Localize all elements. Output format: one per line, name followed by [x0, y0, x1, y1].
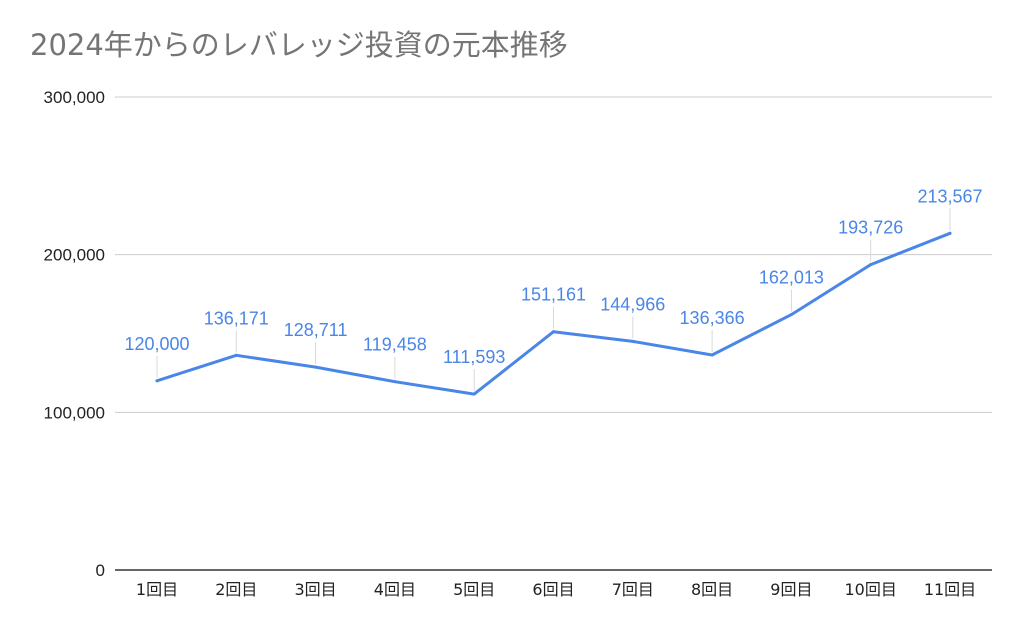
data-point-2 [234, 353, 238, 357]
data-point-5 [472, 392, 476, 396]
data-point-11 [948, 231, 952, 235]
data-labels: 120,000 136,171 128,711 119,458 111,593 151,1… [124, 186, 982, 367]
x-axis-tick-labels: 1回目 2回目 3回目 4回目 5回目 6回目 7回目 8回目 9回目 10回目 11回目 [136, 580, 976, 599]
data-label-7: 144,966 [600, 294, 665, 314]
y-tick-label-3: 300,000 [44, 88, 105, 107]
x-tick-label-3: 3回目 [295, 580, 337, 599]
data-label-11: 213,567 [917, 186, 982, 206]
data-label-10: 193,726 [838, 218, 903, 238]
series-line-layer [155, 231, 952, 396]
x-tick-label-6: 6回目 [532, 580, 574, 599]
data-point-10 [869, 263, 873, 267]
y-tick-label-1: 100,000 [44, 403, 105, 422]
x-tick-label-5: 5回目 [453, 580, 495, 599]
data-point-4 [393, 380, 397, 384]
data-label-2: 136,171 [204, 308, 269, 328]
x-tick-label-7: 7回目 [612, 580, 654, 599]
x-tick-label-10: 10回目 [845, 580, 897, 599]
y-tick-label-0: 0 [96, 561, 105, 580]
data-label-4: 119,458 [363, 335, 427, 355]
x-tick-label-9: 9回目 [770, 580, 812, 599]
x-tick-label-11: 11回目 [924, 580, 976, 599]
x-tick-label-2: 2回目 [215, 580, 257, 599]
gridlines [115, 96, 992, 571]
data-label-9: 162,013 [759, 268, 824, 288]
data-point-9 [789, 313, 793, 317]
data-point-1 [155, 379, 159, 383]
y-tick-label-2: 200,000 [44, 246, 105, 265]
chart-title: 2024年からのレバレッジ投資の元本推移 [30, 28, 568, 62]
x-tick-label-1: 1回目 [136, 580, 178, 599]
data-point-7 [631, 339, 635, 343]
data-point-3 [314, 365, 318, 369]
data-label-1: 120,000 [124, 334, 189, 354]
x-tick-label-4: 4回目 [374, 580, 416, 599]
data-point-6 [552, 330, 555, 334]
y-axis-tick-labels: 0 100,000 200,000 300,000 [44, 88, 105, 580]
data-label-8: 136,366 [680, 308, 745, 328]
data-point-8 [710, 353, 714, 357]
data-label-6: 151,161 [521, 285, 586, 305]
data-label-5: 111,593 [443, 347, 505, 367]
x-tick-label-8: 8回目 [691, 580, 733, 599]
data-label-connectors [156, 208, 951, 392]
data-label-3: 128,711 [284, 320, 348, 340]
